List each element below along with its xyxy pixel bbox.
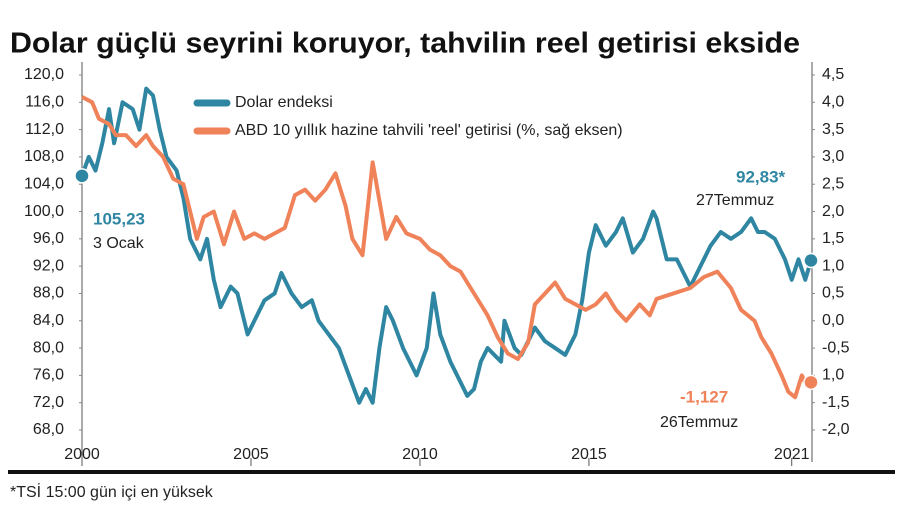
end-dot (803, 252, 819, 269)
end-dot (74, 168, 90, 184)
end-dot (803, 374, 819, 391)
y-tick-label: 80,0 (33, 339, 64, 356)
y-tick-label: 112,0 (25, 121, 64, 138)
y2-tick-label: 3,0 (822, 148, 844, 165)
y-tick-label: 108,0 (24, 148, 64, 165)
y2-tick-label: 2,0 (822, 203, 844, 220)
x-tick-label: 2015 (571, 446, 607, 463)
y2-tick-label: 4,5 (822, 66, 844, 83)
legend-label: ABD 10 yıllık hazine tahvili 'reel' geti… (235, 122, 623, 139)
y2-tick-label: -1,5 (822, 394, 850, 411)
y-tick-label: 120,0 (24, 66, 64, 83)
y2-tick-label: 0,0 (822, 312, 844, 329)
y2-tick-label: -0,5 (822, 339, 850, 356)
y2-tick-label: 3,5 (822, 121, 844, 138)
x-tick-label: 2010 (402, 446, 438, 463)
x-tick-label: 2005 (233, 446, 269, 463)
y2-tick-label: 4,0 (822, 94, 844, 111)
legend-label: Dolar endeksi (235, 94, 333, 111)
annotation: 26Temmuz (660, 414, 738, 431)
rule (8, 470, 895, 474)
footnote: *TSİ 15:00 gün içi en yüksek (10, 482, 214, 501)
y-tick-label: 88,0 (33, 285, 64, 302)
annotation: 105,23 (93, 209, 145, 228)
series-line (80, 86, 813, 405)
y-tick-label: 100,0 (24, 203, 64, 220)
y-tick-label: 92,0 (33, 257, 64, 274)
y-tick-label: 84,0 (33, 312, 64, 329)
annotation: 27Temmuz (696, 192, 774, 209)
chart-title: Dolar güçlü seyrini koruyor, tahvilin re… (10, 28, 800, 60)
x-tick-label: 2000 (64, 446, 100, 463)
annotation: 92,83* (736, 167, 786, 186)
y2-tick-label: 1,0 (822, 367, 844, 384)
annotation: 3 Ocak (93, 235, 145, 252)
series-line (81, 95, 813, 400)
y-tick-label: 96,0 (33, 230, 64, 247)
y-tick-label: 72,0 (33, 394, 64, 411)
y-tick-label: 76,0 (33, 367, 64, 384)
y2-tick-label: 2,5 (822, 175, 844, 192)
x-tick-label: 2021 (774, 446, 810, 463)
y-tick-label: 68,0 (33, 421, 64, 438)
y2-tick-label: -2,0 (822, 421, 850, 438)
y-tick-label: 104,0 (24, 175, 64, 192)
y2-tick-label: 1,0 (822, 257, 844, 274)
y2-tick-label: 0,5 (822, 285, 844, 302)
y-tick-label: 116,0 (25, 94, 64, 111)
y2-tick-label: 1,5 (822, 230, 844, 247)
annotation: -1,127 (680, 387, 728, 406)
